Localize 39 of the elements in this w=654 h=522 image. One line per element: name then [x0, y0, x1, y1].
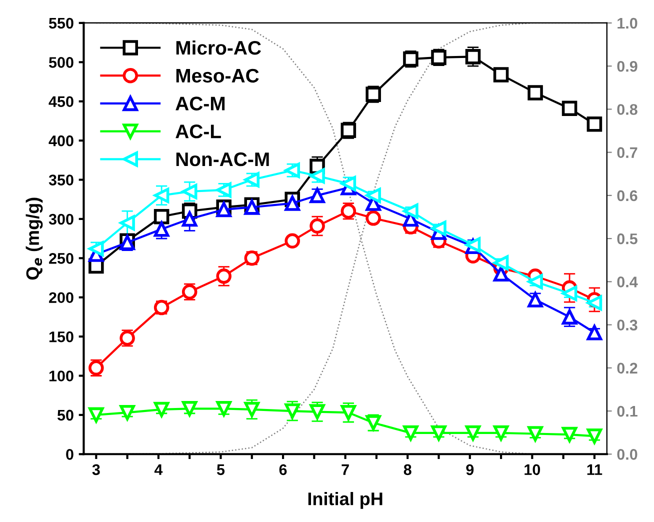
x-tick-label: 10: [524, 464, 540, 476]
y-tick-label: 50: [57, 410, 74, 421]
x-tick-label: 3: [92, 464, 100, 476]
y2-tick-label: 0.7: [617, 147, 638, 158]
y-tick-label: 450: [48, 96, 74, 108]
y2-tick-label: 0.4: [617, 276, 638, 288]
y2-tick-label: 0.8: [617, 104, 638, 115]
y2-tick-label: 0.0: [617, 449, 638, 460]
x-tick-label: 7: [342, 464, 349, 475]
legend-label: AC-L: [176, 124, 221, 138]
y-tick-label: 250: [49, 253, 74, 264]
legend-label: Micro-AC: [176, 40, 261, 55]
y-tick-label: 0: [66, 449, 74, 460]
y-tick-label: 200: [49, 292, 74, 304]
y2-tick-label: 0.3: [617, 320, 638, 330]
legend-label: Meso-AC: [176, 68, 259, 83]
x-axis-title: Initial pH: [308, 492, 382, 509]
y-tick-label: 500: [48, 57, 74, 68]
x-tick-label: 4: [154, 464, 163, 475]
y-tick-label: 100: [49, 370, 74, 382]
y2-tick-label: 0.5: [617, 233, 638, 244]
x-tick-label: 8: [404, 464, 412, 476]
legend-label: Non-AC-M: [176, 152, 269, 166]
y-tick-label: 400: [48, 135, 74, 146]
y2-tick-label: 0.6: [617, 190, 638, 202]
y2-tick-label: 0.9: [617, 60, 638, 72]
y-axis-title: Q$_{e}$ (mg/g): [26, 198, 43, 280]
x-tick-label: 11: [587, 464, 602, 475]
y2-tick-label: 1.0: [618, 18, 638, 29]
x-tick-label: 5: [216, 464, 225, 476]
y-tick-label: 550: [48, 18, 74, 29]
x-tick-label: 6: [279, 464, 287, 476]
y-tick-label: 300: [48, 214, 74, 225]
y2-tick-label: 0.1: [617, 406, 638, 417]
x-tick-label: 9: [466, 464, 474, 476]
y2-tick-label: 0.2: [617, 362, 638, 374]
y-tick-label: 350: [48, 174, 74, 186]
legend-label: AC-M: [176, 96, 225, 110]
y-tick-label: 150: [49, 331, 74, 342]
